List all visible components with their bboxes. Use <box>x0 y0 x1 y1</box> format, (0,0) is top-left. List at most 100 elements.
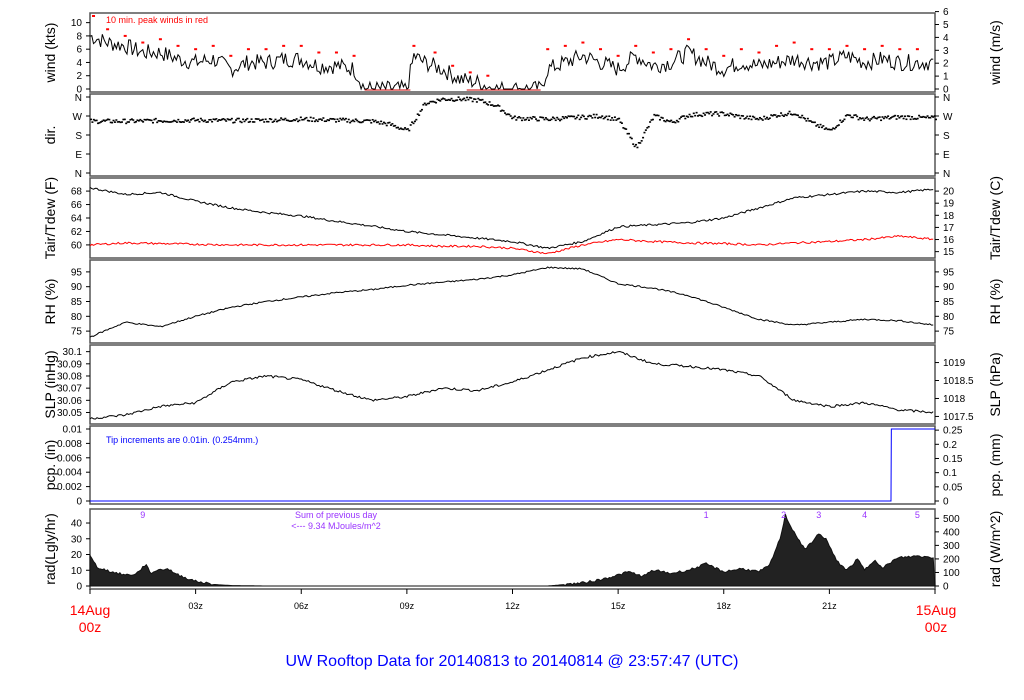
direction-point <box>666 119 669 122</box>
direction-point <box>285 119 288 122</box>
y-axis-label-right: rad (W/m^2) <box>987 511 1003 588</box>
direction-point <box>416 113 419 115</box>
direction-point <box>684 117 687 120</box>
direction-point <box>539 116 542 118</box>
tdew-series <box>89 234 934 255</box>
direction-point <box>799 116 802 119</box>
direction-point <box>270 118 273 121</box>
y-tick-label-right: 6 <box>943 7 949 18</box>
direction-point <box>298 119 301 122</box>
direction-point <box>599 116 602 119</box>
direction-point <box>805 120 808 122</box>
direction-point <box>870 118 873 120</box>
direction-point <box>180 121 183 124</box>
direction-point <box>198 120 201 123</box>
y-tick-label-right: 0 <box>943 497 949 508</box>
y-tick-label-right: 1019 <box>943 358 966 369</box>
direction-point <box>873 115 876 118</box>
direction-point <box>730 113 733 116</box>
direction-point <box>322 117 325 119</box>
hour-marker: 9 <box>140 510 145 520</box>
direction-point <box>905 118 908 121</box>
direction-point <box>633 145 636 148</box>
direction-point <box>622 127 625 129</box>
direction-point <box>649 121 652 123</box>
direction-point <box>509 115 512 117</box>
direction-point <box>554 119 557 122</box>
direction-point <box>736 114 739 117</box>
direction-point <box>860 117 863 120</box>
y-tick-label-right: 200 <box>943 554 960 565</box>
direction-point <box>587 115 590 118</box>
direction-point <box>746 115 749 118</box>
direction-point <box>428 102 430 105</box>
direction-point <box>856 115 859 118</box>
direction-point <box>212 118 215 121</box>
direction-point <box>915 118 918 120</box>
direction-point <box>116 121 119 123</box>
direction-point <box>358 121 361 124</box>
y-tick-label: 85 <box>71 297 83 308</box>
direction-point <box>711 114 714 117</box>
direction-point <box>560 118 563 121</box>
direction-point <box>226 118 229 120</box>
direction-point <box>133 121 136 124</box>
direction-point <box>473 98 476 100</box>
direction-point <box>806 117 809 120</box>
panel-2: Tair/Tdew (F) Tair/Tdew (C) 60 62 64 66 68 1516… <box>42 176 1003 260</box>
direction-point <box>809 120 812 122</box>
direction-point <box>140 119 143 122</box>
direction-point <box>835 126 838 129</box>
direction-point <box>404 127 407 129</box>
direction-point <box>529 116 532 119</box>
direction-point <box>532 115 535 118</box>
direction-point <box>685 115 688 118</box>
y-tick-label: 75 <box>71 327 83 338</box>
direction-point <box>306 119 309 122</box>
direction-point <box>228 118 231 121</box>
direction-point <box>112 119 115 122</box>
direction-point <box>239 120 242 123</box>
direction-point <box>313 120 316 123</box>
direction-point <box>320 119 323 121</box>
direction-point <box>671 121 674 123</box>
direction-point <box>104 120 107 122</box>
x-tick-label: 18z <box>716 601 731 611</box>
direction-point <box>356 119 359 122</box>
direction-point <box>753 116 756 119</box>
direction-point <box>594 116 597 119</box>
direction-point <box>482 101 485 104</box>
direction-point <box>585 118 588 120</box>
direction-point <box>613 116 616 118</box>
direction-point <box>604 116 607 119</box>
direction-point <box>882 117 885 120</box>
direction-point <box>474 98 477 101</box>
y-axis-label: Tair/Tdew (F) <box>42 177 58 259</box>
direction-point <box>801 114 804 117</box>
rh-series <box>89 266 934 338</box>
y-tick-label: 10 <box>71 18 83 29</box>
direction-point <box>311 120 314 123</box>
direction-point <box>749 115 752 118</box>
direction-point <box>202 120 205 123</box>
direction-point <box>878 116 881 118</box>
direction-point <box>374 119 377 122</box>
direction-point <box>608 115 611 118</box>
direction-point <box>294 119 297 122</box>
direction-point <box>149 119 152 121</box>
direction-point <box>802 116 805 119</box>
hour-marker: 5 <box>915 510 920 520</box>
direction-point <box>215 118 218 120</box>
direction-point <box>132 119 135 121</box>
direction-point <box>444 99 447 102</box>
direction-point <box>566 116 569 119</box>
panel-0: wind (kts) wind (m/s) 0 2 4 6 8 10 0 1 2 3 4 5 6 10 min… <box>42 7 1003 95</box>
direction-point <box>349 121 352 124</box>
direction-point <box>920 116 923 118</box>
direction-point <box>592 113 595 116</box>
direction-point <box>373 120 376 123</box>
direction-point <box>597 117 599 119</box>
direction-point <box>398 128 401 130</box>
direction-point <box>150 119 153 122</box>
direction-point <box>326 119 329 121</box>
